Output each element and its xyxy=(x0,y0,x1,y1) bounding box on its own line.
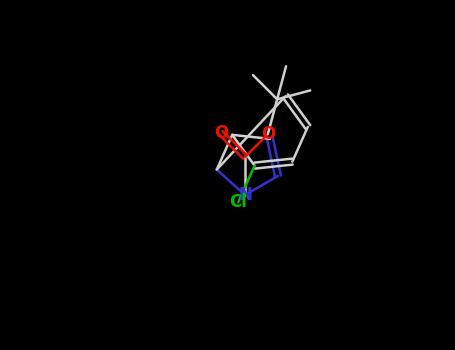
Text: N: N xyxy=(238,186,252,204)
Text: Cl: Cl xyxy=(229,193,247,211)
Text: O: O xyxy=(214,124,228,142)
Text: O: O xyxy=(261,125,275,143)
